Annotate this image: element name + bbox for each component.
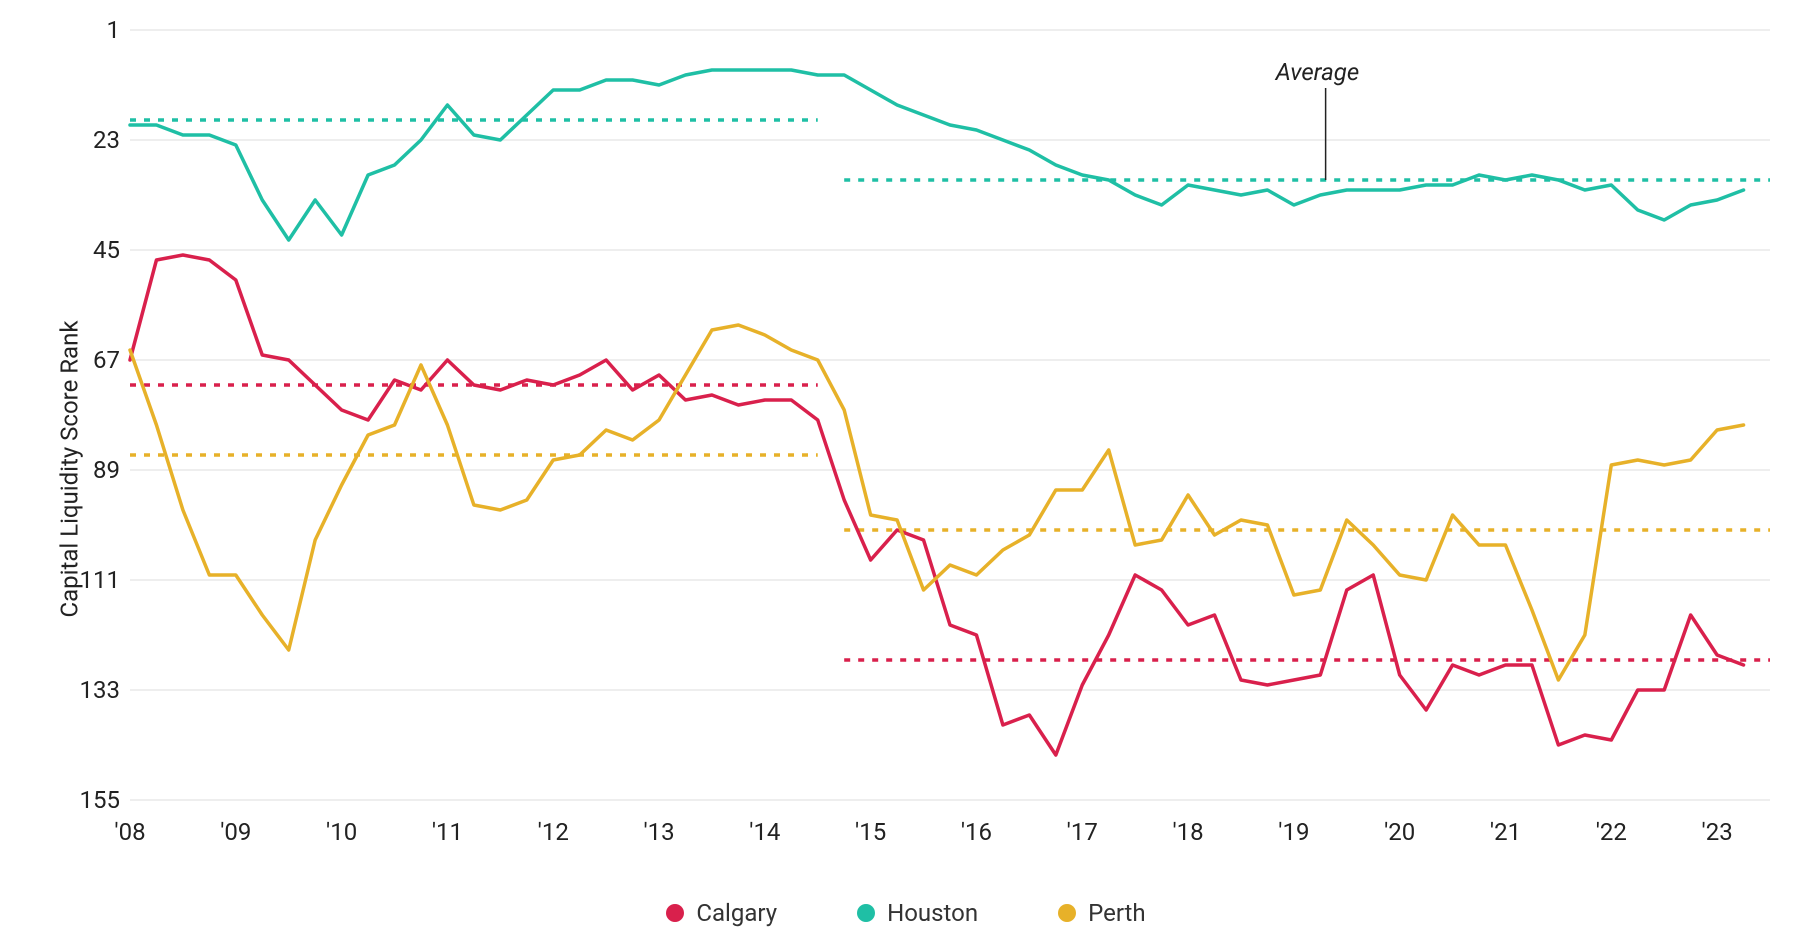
series-houston [130,70,1744,240]
legend: Calgary Houston Perth [0,899,1812,927]
legend-item-houston: Houston [857,899,978,927]
series-calgary [130,255,1744,755]
liquidity-rank-chart: Capital Liquidity Score Rank 12345678911… [0,0,1812,937]
legend-item-perth: Perth [1058,899,1146,927]
legend-label: Calgary [696,899,777,927]
average-annotation: Average [1276,58,1360,86]
legend-dot-perth [1058,904,1076,922]
legend-dot-calgary [666,904,684,922]
series-perth [130,325,1744,680]
legend-item-calgary: Calgary [666,899,777,927]
legend-label: Houston [887,899,978,927]
plot-area [0,0,1812,937]
legend-label: Perth [1088,899,1146,927]
legend-dot-houston [857,904,875,922]
annotation-text: Average [1276,58,1360,86]
